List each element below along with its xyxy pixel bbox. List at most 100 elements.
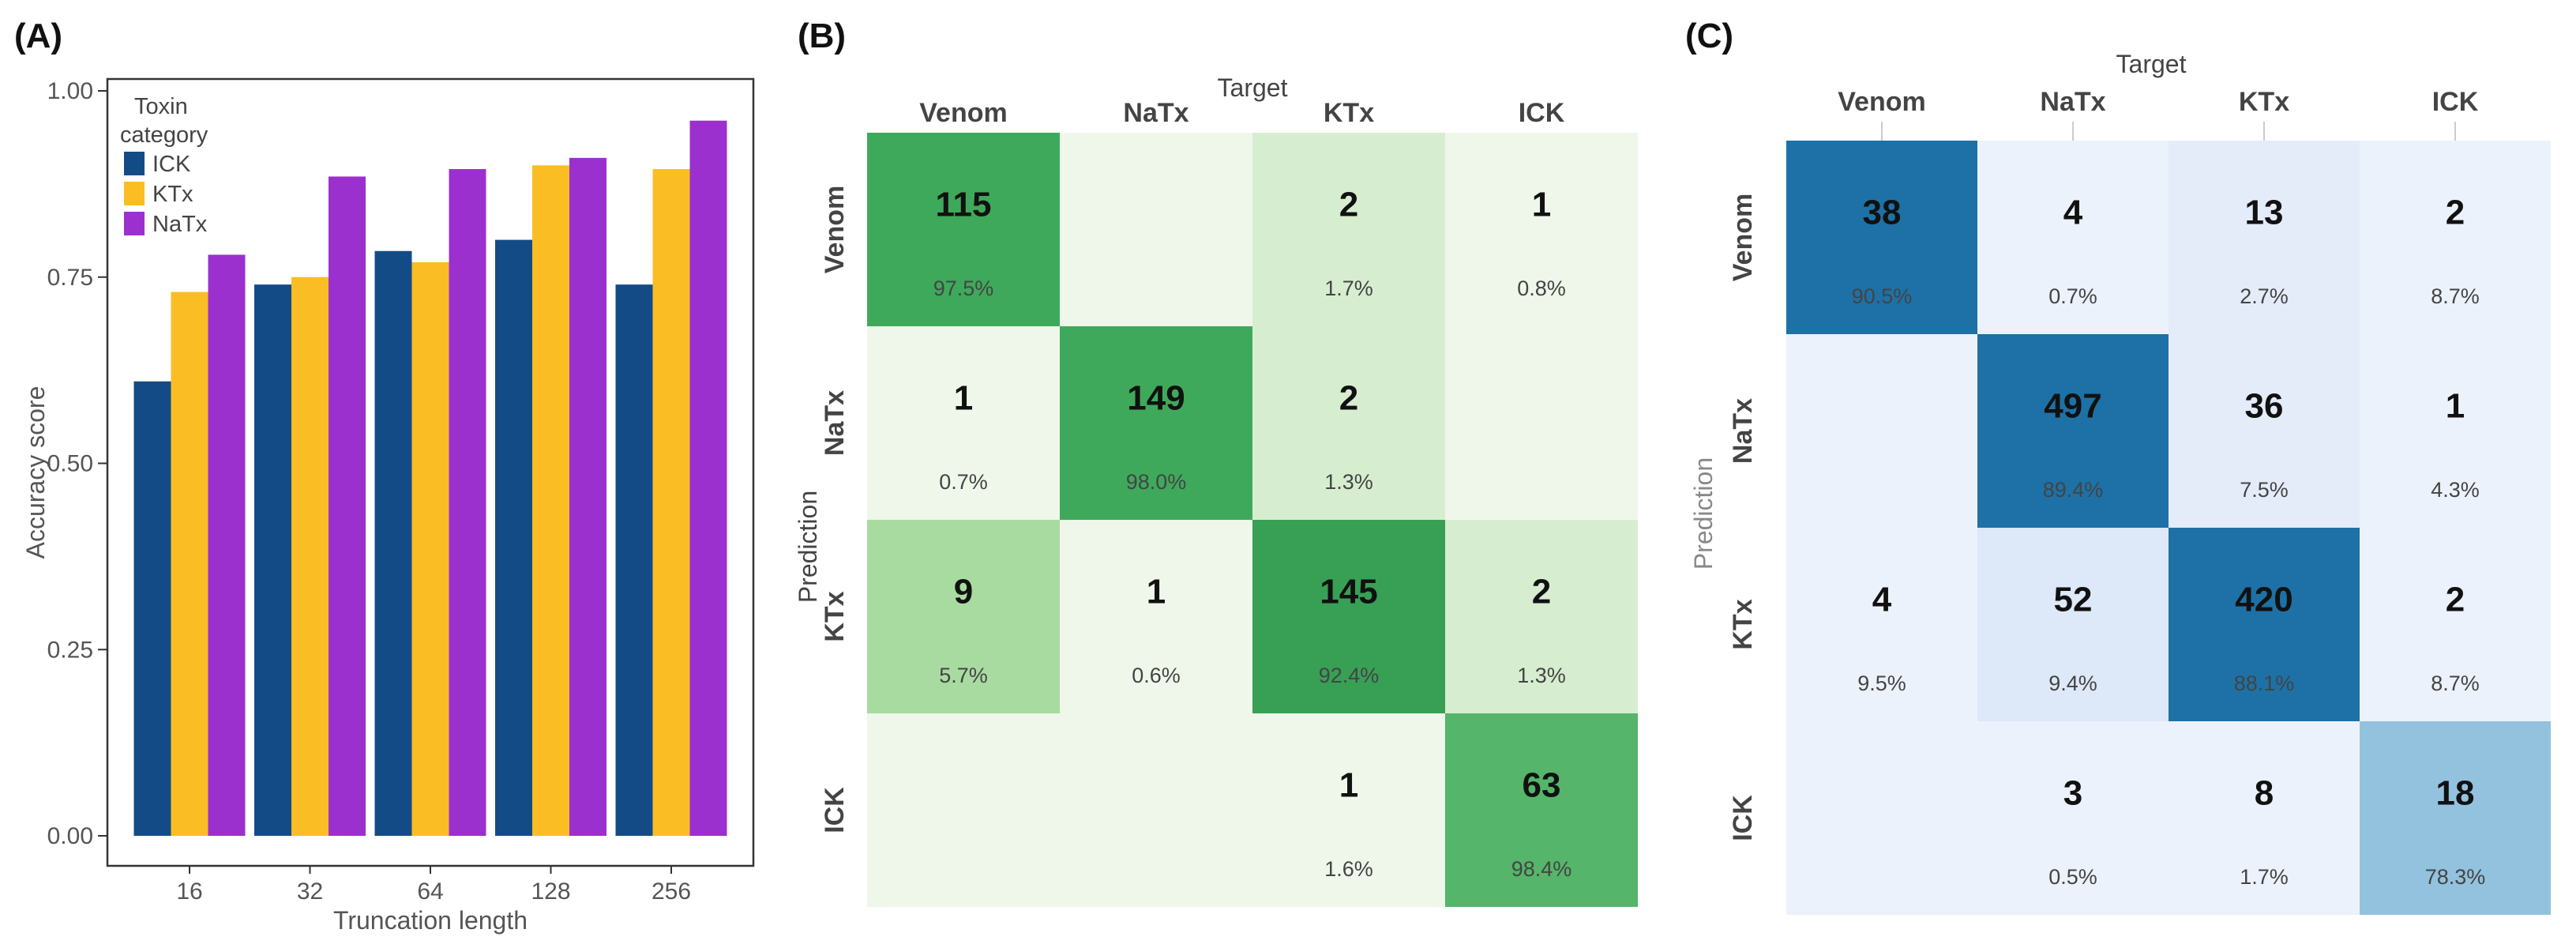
target-axis-title: Target: [2116, 50, 2187, 78]
column-label-venom: Venom: [919, 98, 1007, 128]
bar-natx-16: [208, 254, 246, 837]
cell-ick-natx: [1977, 721, 2169, 915]
cell-natx-ktx: [1252, 326, 1445, 520]
bars-layer: [133, 120, 727, 837]
cell-natx-natx: [1060, 326, 1252, 520]
confusion-matrix-c: (C) Target Prediction Venom NaTx KTx ICK Ven…: [1685, 17, 2551, 915]
cell-ktx-ktx: [1252, 520, 1445, 713]
cell-natx-natx: [1977, 334, 2169, 528]
cell-venom-ktx: [1252, 133, 1445, 326]
row-label-ick: ICK: [820, 787, 850, 833]
cell-natx-ktx: [2169, 334, 2360, 528]
cell-ick-ktx: [1252, 713, 1445, 907]
cell-percent: 98.0%: [1126, 470, 1187, 494]
cell-ick-venom: [1786, 721, 1977, 915]
y-tick-label: 0.50: [47, 451, 93, 477]
legend-swatch-natx: [124, 212, 145, 235]
cell-count: 63: [1523, 766, 1561, 804]
cell-count: 2: [1339, 378, 1358, 417]
cell-natx-venom: [1786, 334, 1977, 528]
cell-percent: 1.3%: [1517, 664, 1566, 687]
legend: Toxin category ICK KTx NaTx: [120, 94, 208, 237]
cell-count: 8: [2255, 773, 2274, 812]
cell-ick-ick: [1445, 713, 1638, 907]
bar-ktx-256: [652, 169, 690, 836]
cell-ktx-ktx: [2169, 528, 2360, 721]
bar-natx-256: [689, 120, 727, 837]
y-tick-label: 0.75: [47, 265, 93, 291]
row-label-ktx: KTx: [1728, 599, 1758, 649]
cell-percent: 4.3%: [2431, 478, 2480, 502]
row-label-ktx: KTx: [820, 591, 850, 641]
column-label-ick: ICK: [2432, 87, 2479, 117]
cell-count: 497: [2044, 386, 2101, 425]
column-label-ktx: KTx: [1324, 98, 1374, 128]
cell-venom-venom: [1786, 141, 1977, 334]
cell-count: 1: [2446, 386, 2465, 425]
x-tick-label: 64: [417, 878, 443, 905]
y-tick-label: 0.25: [47, 637, 93, 663]
x-axis-title: Truncation length: [333, 906, 528, 935]
cell-count: 38: [1863, 193, 1902, 231]
cell-count: 420: [2235, 580, 2292, 619]
cell-count: 145: [1320, 572, 1377, 611]
cell-percent: 97.5%: [933, 276, 994, 300]
bar-natx-128: [569, 157, 606, 836]
cell-ktx-venom: [867, 520, 1060, 713]
bar-ick-64: [374, 250, 412, 836]
cell-count: 13: [2245, 193, 2284, 231]
cell-percent: 88.1%: [2234, 672, 2295, 695]
cell-venom-ick: [1445, 133, 1638, 326]
cell-ick-venom: [867, 713, 1060, 907]
y-tick-label: 1.00: [47, 78, 93, 104]
cell-percent: 1.3%: [1324, 470, 1373, 494]
column-label-natx: NaTx: [1123, 98, 1188, 128]
matrix-grid: Venom NaTx KTx ICKVenomNaTxKTxICK3890.5%40.…: [1728, 87, 2551, 915]
cell-ktx-natx: [1060, 520, 1252, 713]
cell-count: 9: [954, 572, 973, 611]
cell-count: 1: [1532, 185, 1551, 224]
cell-percent: 1.7%: [2240, 865, 2289, 889]
cell-venom-natx: [1060, 133, 1252, 326]
bar-ktx-128: [532, 165, 569, 837]
cell-percent: 2.7%: [2240, 284, 2289, 308]
x-axis: 16 32 64 128 256: [176, 866, 691, 905]
cell-ktx-ick: [2360, 528, 2551, 721]
cell-count: 3: [2063, 773, 2082, 812]
bar-ktx-32: [291, 276, 329, 836]
column-label-venom: Venom: [1838, 87, 1925, 117]
matrix-grid: Venom NaTx KTx ICK Venom NaTx KTx ICK 115 97.5% 2 1…: [820, 98, 1638, 907]
y-axis: 0.00 0.25 0.50 0.75 1.00: [47, 78, 107, 849]
y-axis-title: Accuracy score: [21, 386, 50, 559]
cell-percent: 7.5%: [2240, 478, 2289, 502]
bar-ick-32: [254, 284, 291, 836]
cell-count: 1: [1147, 572, 1166, 611]
cell-percent: 9.4%: [2048, 672, 2097, 695]
cell-count: 1: [1339, 766, 1358, 804]
cell-count: 115: [936, 185, 992, 224]
cell-count: 52: [2054, 580, 2093, 619]
cell-percent: 92.4%: [1319, 664, 1380, 687]
bar-ktx-64: [411, 261, 449, 836]
cell-count: 18: [2436, 773, 2475, 812]
row-label-natx: NaTx: [820, 390, 850, 456]
cell-percent: 8.7%: [2431, 672, 2480, 695]
cell-ick-natx: [1060, 713, 1252, 907]
column-label-natx: NaTx: [2040, 87, 2105, 117]
cell-percent: 90.5%: [1852, 284, 1913, 308]
target-axis-title: Target: [1218, 73, 1288, 102]
cell-count: 149: [1127, 378, 1185, 417]
cell-ktx-venom: [1786, 528, 1977, 721]
x-tick-label: 256: [652, 878, 691, 905]
cell-natx-venom: [867, 326, 1060, 520]
panel-a-label: (A): [14, 17, 62, 55]
cell-venom-venom: [867, 133, 1060, 326]
cell-percent: 0.7%: [939, 470, 988, 494]
cell-count: 2: [2446, 193, 2465, 231]
cell-count: 36: [2245, 386, 2284, 425]
legend-label-ick: ICK: [152, 152, 191, 177]
cell-natx-ick: [1445, 326, 1638, 520]
row-label-ick: ICK: [1728, 795, 1758, 841]
legend-title-line-1: Toxin: [134, 94, 188, 119]
